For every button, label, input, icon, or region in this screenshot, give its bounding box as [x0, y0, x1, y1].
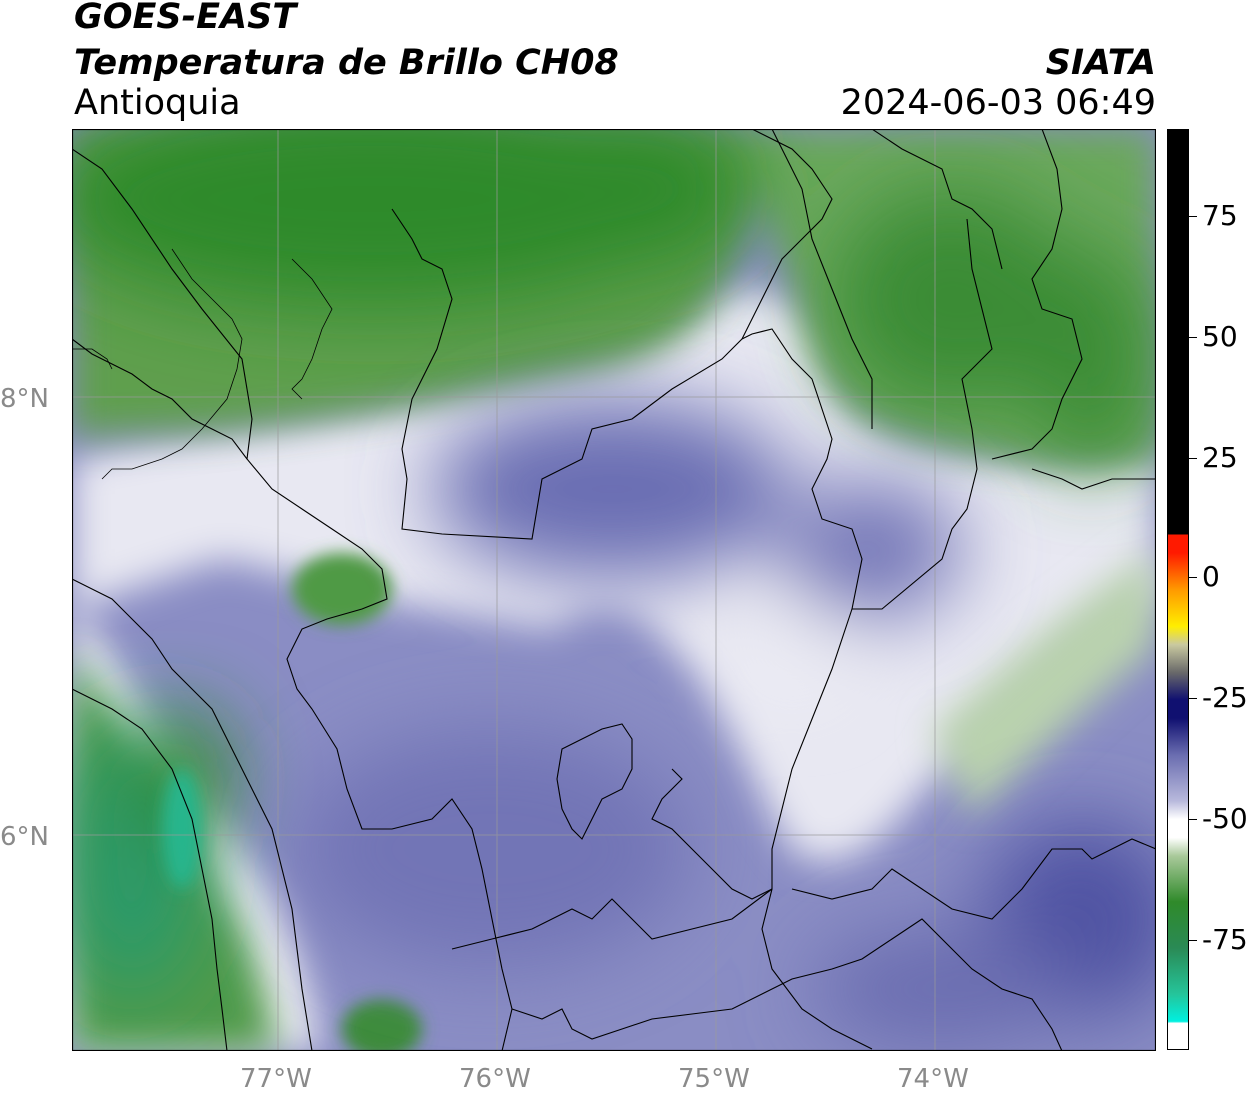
colorbar-tick — [1189, 698, 1197, 699]
colorbar-label-neg25: -25 — [1202, 681, 1248, 714]
colorbar-label-0: 0 — [1202, 560, 1220, 593]
colorbar-label-25: 25 — [1202, 441, 1238, 474]
colorbar-tick — [1189, 216, 1197, 217]
colorbar-label-50: 50 — [1202, 320, 1238, 353]
colorbar-label-neg75: -75 — [1202, 923, 1248, 956]
graticule — [72, 129, 1156, 1051]
satellite-title: GOES-EAST — [74, 0, 297, 37]
lon-label-75w: 75°W — [678, 1064, 750, 1094]
colorbar-label-neg50: -50 — [1202, 802, 1248, 835]
product-title: Temperatura de Brillo CH08 — [74, 43, 619, 83]
colorbar-tick — [1189, 577, 1197, 578]
coastline — [72, 248, 333, 480]
temperature-colorbar — [1167, 129, 1189, 1050]
boundaries — [72, 129, 1156, 1051]
lat-label-8n: 8°N — [0, 384, 49, 414]
colorbar-tick — [1189, 819, 1197, 820]
colorbar-tick — [1189, 940, 1197, 941]
temperature-field — [72, 129, 1156, 1051]
colorbar-tick — [1189, 337, 1197, 338]
lat-label-6n: 6°N — [0, 822, 49, 852]
lon-label-77w: 77°W — [240, 1064, 312, 1094]
colorbar-tick — [1189, 458, 1197, 459]
lon-label-76w: 76°W — [459, 1064, 531, 1094]
region-label: Antioquia — [74, 83, 241, 123]
lon-label-74w: 74°W — [897, 1064, 969, 1094]
timestamp-label: 2024-06-03 06:49 — [840, 83, 1156, 123]
organization-label: SIATA — [1045, 43, 1156, 83]
colorbar-label-75: 75 — [1202, 199, 1238, 232]
brightness-temperature-map — [72, 129, 1156, 1051]
